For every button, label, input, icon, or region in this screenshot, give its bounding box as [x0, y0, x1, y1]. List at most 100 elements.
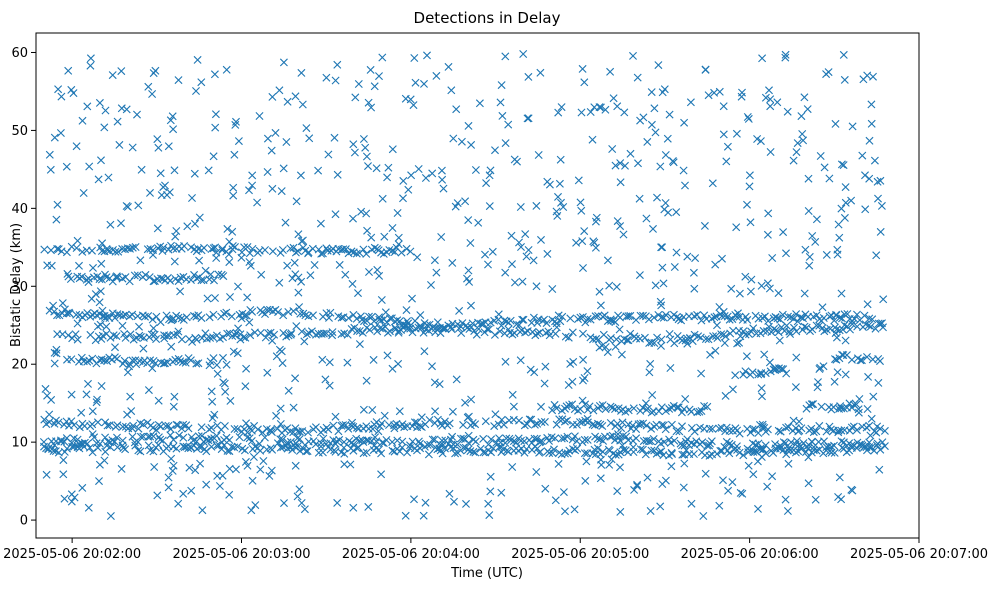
data-point	[784, 444, 793, 453]
data-point	[524, 246, 533, 254]
data-point	[491, 146, 499, 155]
data-point	[657, 313, 666, 322]
data-point	[759, 326, 768, 335]
data-point	[47, 395, 56, 404]
data-point	[67, 497, 76, 506]
data-point	[763, 230, 772, 239]
data-point	[144, 441, 153, 450]
data-point	[297, 68, 306, 77]
data-point	[532, 434, 541, 443]
data-point	[420, 79, 428, 88]
data-point	[433, 415, 442, 424]
data-point	[820, 327, 829, 336]
data-point	[176, 287, 185, 296]
data-point	[260, 433, 269, 442]
data-point	[54, 418, 63, 427]
data-point	[170, 257, 179, 266]
data-point	[436, 329, 445, 338]
data-point	[816, 363, 825, 372]
data-point	[523, 114, 532, 123]
data-point	[764, 209, 773, 218]
data-point	[613, 487, 622, 496]
data-point	[679, 483, 688, 492]
data-point	[782, 249, 790, 258]
data-point	[161, 359, 169, 368]
data-point	[141, 270, 150, 279]
data-point	[242, 419, 251, 428]
x-tick-label: 2025-05-06 20:03:00	[172, 547, 310, 562]
data-point	[466, 447, 475, 456]
data-point	[382, 436, 391, 444]
data-point	[160, 334, 169, 343]
data-point	[359, 245, 368, 254]
data-point	[390, 424, 399, 433]
data-point	[341, 245, 350, 254]
data-point	[192, 359, 201, 368]
data-point	[832, 333, 841, 342]
data-point	[770, 324, 778, 333]
data-point	[603, 348, 612, 357]
data-point	[559, 203, 568, 211]
data-point	[658, 263, 667, 272]
data-point	[153, 491, 162, 500]
data-point	[680, 459, 689, 468]
data-point	[249, 453, 258, 461]
data-point	[300, 505, 309, 514]
data-point	[728, 385, 737, 394]
data-point	[876, 319, 885, 328]
data-point	[852, 444, 861, 453]
data-point	[530, 434, 539, 443]
data-point	[326, 308, 335, 317]
data-point	[325, 381, 334, 390]
data-point	[719, 102, 728, 111]
data-point	[272, 352, 281, 361]
data-point	[835, 233, 844, 242]
data-point	[388, 446, 397, 455]
data-point	[256, 465, 265, 474]
data-point	[263, 134, 272, 143]
data-point	[736, 332, 745, 341]
data-point	[113, 354, 121, 363]
data-point	[459, 420, 468, 429]
data-point	[664, 208, 673, 217]
data-point	[144, 312, 153, 320]
data-point	[128, 143, 137, 152]
data-point	[792, 148, 801, 157]
data-point	[865, 314, 874, 323]
data-point	[776, 315, 785, 324]
data-point	[816, 152, 825, 160]
data-point	[322, 244, 331, 253]
data-point	[579, 376, 587, 385]
data-point	[839, 161, 848, 170]
data-point	[554, 108, 563, 117]
data-point	[294, 288, 303, 297]
data-point	[792, 327, 801, 336]
data-point	[278, 435, 287, 444]
data-point	[867, 414, 876, 423]
data-point	[152, 426, 161, 434]
data-point	[180, 443, 189, 452]
data-point	[596, 103, 605, 112]
data-point	[574, 176, 583, 185]
data-point	[174, 499, 183, 508]
data-point	[497, 488, 506, 497]
data-point	[348, 279, 357, 288]
data-point	[682, 446, 691, 455]
data-point	[725, 426, 734, 435]
data-point	[735, 289, 744, 298]
data-point	[533, 329, 542, 338]
data-point	[265, 471, 274, 480]
data-point	[444, 62, 453, 71]
data-point	[870, 446, 879, 455]
data-point	[618, 441, 627, 450]
data-point	[812, 446, 821, 455]
data-point	[776, 427, 785, 436]
data-point	[325, 358, 334, 367]
data-point	[646, 359, 655, 368]
data-point	[516, 356, 525, 365]
data-point	[789, 156, 798, 165]
data-point	[872, 251, 881, 260]
data-point	[541, 362, 550, 371]
data-point	[799, 314, 807, 323]
data-point	[339, 245, 348, 254]
